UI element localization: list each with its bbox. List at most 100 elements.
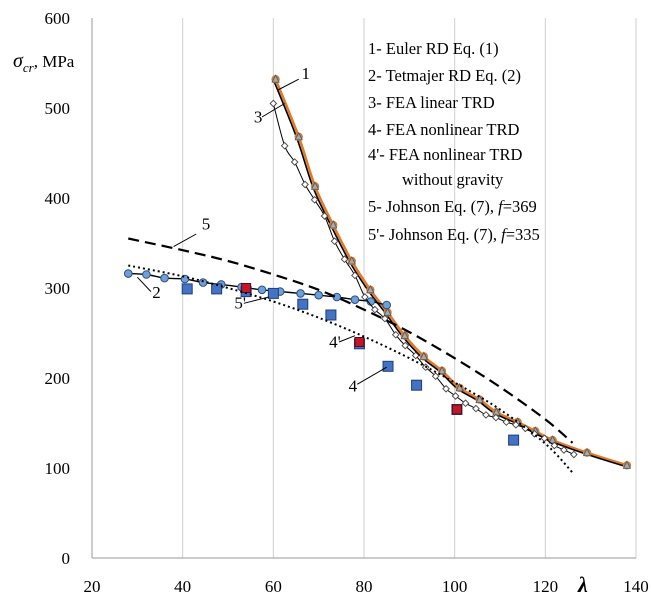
- y-axis-label-unit: , MPa: [34, 52, 75, 71]
- point-series-3: [492, 413, 500, 422]
- point-series-2: [314, 290, 323, 300]
- callout-label-1: 1: [301, 64, 310, 83]
- callout-label-4prime: 4': [329, 332, 341, 351]
- point-series-3: [391, 330, 400, 339]
- line-series-5: [128, 237, 574, 444]
- legend-entry-5prime: 5'- Johnson Eq. (7), f=335: [368, 225, 540, 244]
- triangle-series-1: [400, 330, 409, 340]
- triangle-series-1: [548, 435, 557, 444]
- callout-leader-5: [173, 233, 197, 248]
- axes: [91, 18, 636, 559]
- point-series-3: [560, 446, 568, 454]
- point-series-4: [181, 283, 193, 295]
- point-series-2: [296, 289, 305, 298]
- y-tick-0: 0: [62, 549, 71, 568]
- point-series-3: [451, 392, 460, 400]
- point-series-3: [290, 158, 299, 166]
- x-tick-60: 60: [265, 577, 282, 596]
- x-tick-labels: 20 40 60 80 100 120 140: [84, 577, 649, 596]
- triangle-series-1: [622, 460, 632, 469]
- y-axis-label: σcr, MPa: [13, 50, 75, 75]
- point-series-3: [461, 399, 470, 408]
- triangle-series-1: [383, 307, 392, 316]
- x-tick-40: 40: [174, 577, 191, 596]
- series-3: [269, 99, 578, 459]
- point-series-4: [267, 287, 279, 299]
- grid-lines: [182, 18, 637, 558]
- point-series-4: [411, 379, 423, 391]
- legend-entry-1: 1- Euler RD Eq. (1): [368, 39, 499, 58]
- point-series-4: [325, 309, 337, 321]
- point-series-3: [512, 420, 520, 429]
- y-tick-labels: 0 100 200 300 400 500 600: [45, 9, 71, 568]
- x-tick-80: 80: [356, 577, 373, 596]
- callout-label-5: 5: [202, 215, 211, 234]
- callout-label-4: 4: [349, 377, 358, 396]
- legend-entry-4prime: 4'- FEA nonlinear TRD: [368, 145, 522, 164]
- point-series-3: [280, 141, 289, 150]
- point-series-3: [401, 341, 410, 350]
- triangle-series-1: [271, 74, 280, 83]
- callout-label-2: 2: [152, 283, 161, 302]
- line-series-5prime: [128, 264, 574, 474]
- y-tick-600: 600: [45, 9, 71, 28]
- point-series-3: [320, 212, 329, 220]
- x-tick-120: 120: [533, 577, 559, 596]
- point-series-2: [332, 292, 342, 302]
- triangle-series-1: [437, 365, 447, 375]
- point-series-3: [540, 434, 549, 443]
- legend-entry-5: 5- Johnson Eq. (7), f=369: [368, 197, 537, 216]
- point-series-2: [350, 295, 360, 305]
- y-axis-label-symbol: σ: [13, 50, 24, 72]
- point-series-3: [482, 411, 490, 419]
- callout-leader-5prime: [243, 296, 269, 304]
- y-tick-400: 400: [45, 189, 71, 208]
- point-series-3: [570, 450, 578, 459]
- y-tick-100: 100: [45, 459, 71, 478]
- triangle-series-1: [366, 284, 375, 294]
- point-series-3: [431, 372, 440, 381]
- point-series-2: [382, 300, 391, 310]
- triangle-series-1: [475, 394, 484, 403]
- callout-leader-3: [261, 103, 285, 118]
- point-series-3: [442, 384, 450, 393]
- point-series-2: [123, 269, 133, 278]
- callout-leader-2: [136, 276, 152, 292]
- point-series-4prime: [451, 404, 462, 415]
- callout-leader-4prime: [338, 335, 356, 343]
- x-tick-20: 20: [84, 577, 101, 596]
- point-series-3: [330, 237, 339, 246]
- y-axis-label-subscript: cr: [23, 60, 35, 75]
- series-5prime: [128, 264, 574, 474]
- legend-entry-3: 3- FEA linear TRD: [368, 93, 495, 112]
- callout-leader-4: [356, 366, 387, 385]
- callout-leader-1: [277, 78, 299, 91]
- point-series-2: [257, 285, 267, 295]
- point-series-3: [301, 180, 309, 189]
- point-series-4: [297, 298, 309, 310]
- point-series-3: [381, 314, 389, 323]
- callout-label-3: 3: [254, 107, 263, 126]
- point-series-2: [142, 270, 151, 279]
- series-layer: [123, 74, 632, 474]
- point-series-2: [160, 273, 169, 283]
- legend-entry-4prime-cont: without gravity: [402, 170, 504, 189]
- point-series-2: [198, 278, 208, 287]
- y-tick-300: 300: [45, 279, 71, 298]
- legend-entry-4: 4- FEA nonlinear TRD: [368, 120, 519, 139]
- legend: 1- Euler RD Eq. (1) 2- Tetmajer RD Eq. (…: [368, 39, 540, 244]
- point-series-4: [508, 434, 520, 446]
- x-tick-140: 140: [623, 577, 649, 596]
- point-series-4prime: [241, 283, 252, 293]
- callout-label-5prime: 5': [234, 294, 246, 313]
- y-tick-200: 200: [45, 369, 71, 388]
- triangle-series-1: [294, 131, 303, 141]
- triangle-series-1: [582, 447, 592, 457]
- triangle-series-1: [329, 220, 338, 229]
- callout-layer: 1 3 5 2 5' 4' 4: [136, 64, 387, 396]
- point-series-3: [361, 293, 369, 301]
- x-tick-100: 100: [442, 577, 468, 596]
- series-5: [128, 237, 574, 444]
- series-4: [181, 283, 520, 446]
